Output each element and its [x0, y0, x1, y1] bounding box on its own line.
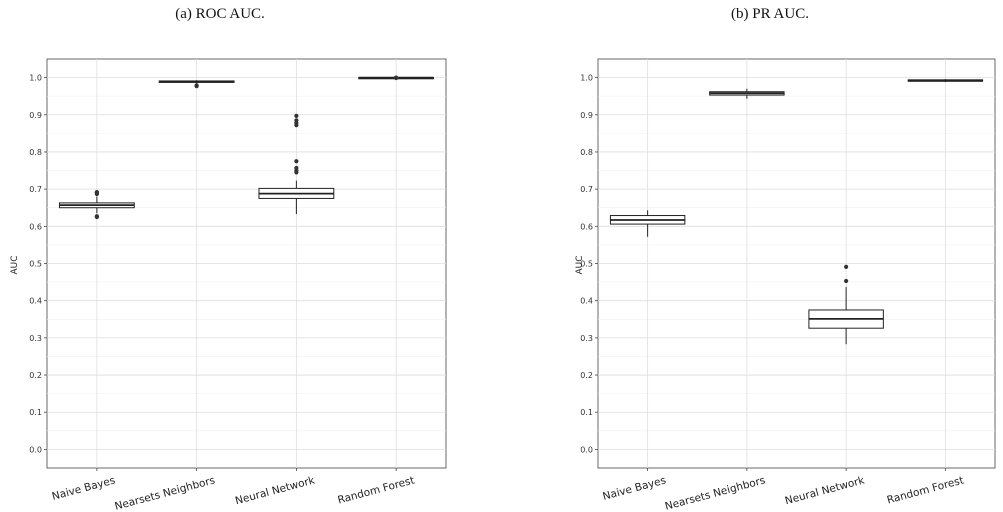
y-tick-label: 0.7 — [29, 185, 42, 194]
x-category-label: Neural Network — [234, 474, 317, 507]
y-tick-label: 0.2 — [580, 371, 593, 380]
x-category-label: Nearsets Neighbors — [664, 474, 767, 512]
y-tick-label: 0.8 — [580, 148, 593, 157]
box-naive-bayes — [58, 190, 135, 220]
outlier-point — [294, 118, 299, 123]
x-category-label: Random Forest — [336, 474, 415, 506]
box-neural-network — [808, 264, 884, 345]
box-random-forest — [358, 75, 435, 81]
y-tick-label: 0.7 — [580, 185, 593, 194]
outlier-point — [94, 190, 99, 195]
y-axis-label: AUC — [10, 255, 20, 274]
y-tick-label: 0.6 — [580, 222, 593, 231]
y-tick-label: 0.1 — [29, 408, 42, 417]
outlier-point — [394, 75, 399, 80]
outlier-point — [194, 83, 199, 88]
box-nearsets-neighbors — [709, 88, 785, 99]
y-tick-label: 0.9 — [580, 111, 593, 120]
pr-auc-boxplot: 0.0 0.1 0.2 0.3 0.4 0.5 0.6 0.7 0.8 0.9 1.0 AUC Naiv… — [575, 58, 996, 512]
y-tick-label: 0.3 — [580, 334, 593, 343]
y-tick-label: 0.9 — [29, 111, 42, 120]
x-category-label: Naive Bayes — [601, 474, 667, 502]
box-nearsets-neighbors — [158, 80, 235, 89]
y-tick-label: 0.1 — [580, 408, 593, 417]
y-tick-label: 0.4 — [29, 297, 42, 306]
roc-auc-boxplot: 0.0 0.1 0.2 0.3 0.4 0.5 0.6 0.7 0.8 0.9 1.0 AUC Naiv… — [10, 58, 447, 512]
x-category-label: Naive Bayes — [51, 474, 117, 502]
y-axis-label: AUC — [575, 255, 585, 274]
y-tick-label: 1.0 — [29, 74, 42, 83]
y-tick-label: 0.3 — [29, 334, 42, 343]
y-tick-label: 0.0 — [580, 445, 593, 454]
y-tick-label: 0.0 — [29, 445, 42, 454]
y-tick-label: 0.8 — [29, 148, 42, 157]
panel-b-caption: (b) PR AUC. — [731, 6, 809, 22]
outlier-point — [294, 159, 299, 164]
outlier-point — [294, 113, 299, 118]
y-tick-label: 0.5 — [29, 260, 42, 269]
x-category-label: Neural Network — [784, 474, 867, 507]
y-tick-label: 1.0 — [580, 74, 593, 83]
outlier-point — [94, 214, 99, 219]
box-neural-network — [258, 113, 335, 215]
box-random-forest — [907, 79, 984, 83]
y-tick-label: 0.6 — [29, 222, 42, 231]
y-tick-label: 0.4 — [580, 297, 593, 306]
y-tick-label: 0.2 — [29, 371, 42, 380]
outlier-point — [844, 264, 849, 269]
outlier-point — [844, 278, 849, 284]
y-tick-label: 0.5 — [580, 260, 593, 269]
x-category-label: Nearsets Neighbors — [113, 474, 216, 512]
panel-a-caption: (a) ROC AUC. — [175, 6, 265, 22]
box-naive-bayes — [609, 210, 686, 237]
x-category-label: Random Forest — [886, 474, 965, 506]
outlier-point — [294, 165, 299, 171]
